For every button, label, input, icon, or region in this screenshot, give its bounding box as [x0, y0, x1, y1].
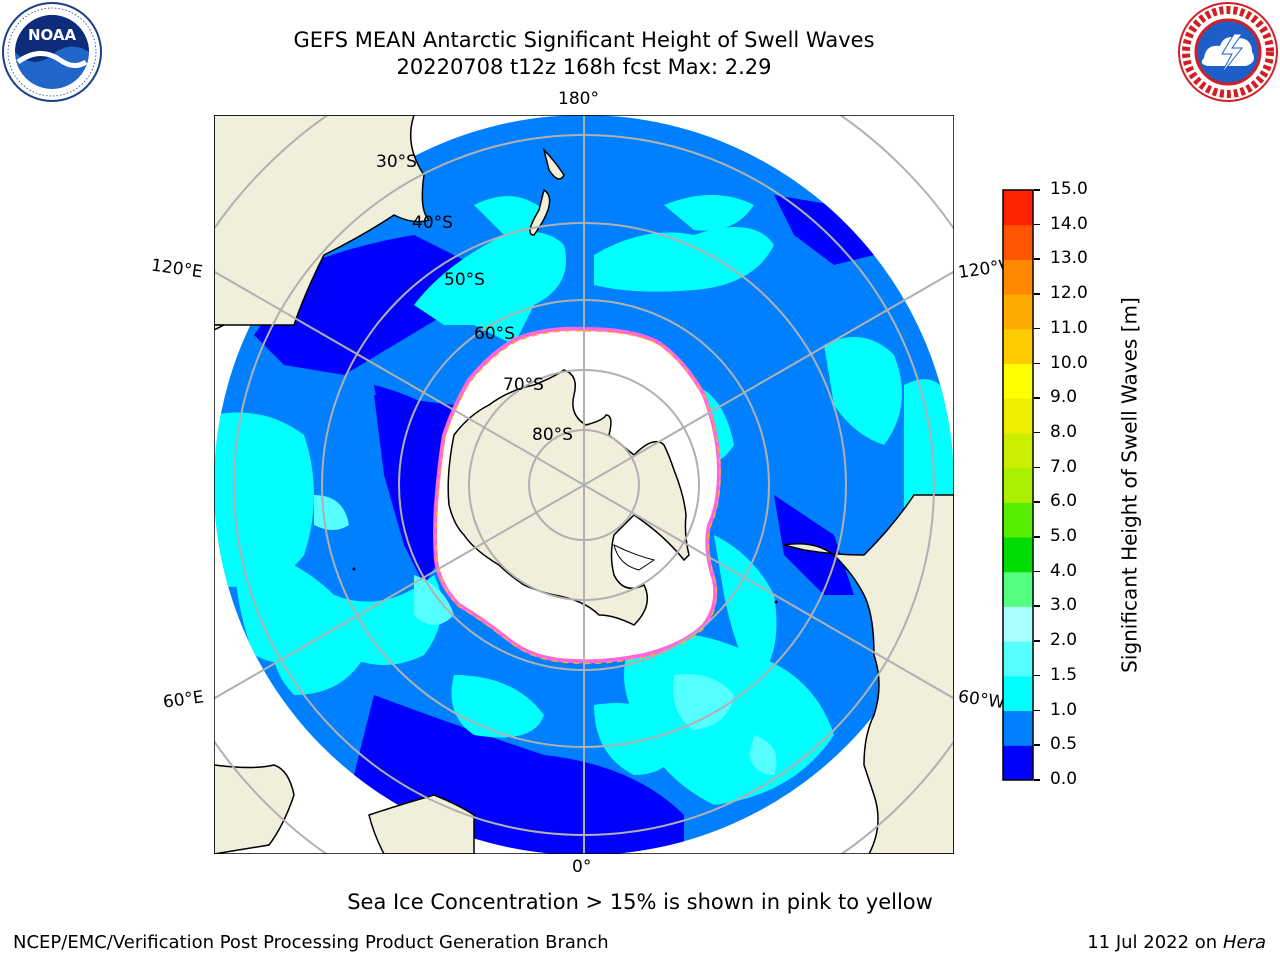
colorbar-band — [1003, 502, 1033, 538]
credit-text: NCEP/EMC/Verification Post Processing Pr… — [13, 932, 609, 953]
colorbar-tick-label: 15.0 — [1050, 179, 1088, 199]
colorbar-tick-mark — [1034, 362, 1040, 365]
colorbar-band — [1003, 398, 1033, 434]
colorbar-tick-mark — [1034, 431, 1040, 434]
colorbar-tick-mark — [1034, 779, 1040, 781]
lat-label-80s: 80°S — [532, 425, 573, 445]
colorbar-tick-mark — [1034, 466, 1040, 469]
colorbar-tick-mark — [1034, 536, 1040, 538]
noaa-logo: NOAA — [2, 2, 102, 102]
chart-subtitle: 20220708 t12z 168h fcst Max: 2.29 — [396, 55, 772, 79]
colorbar-tick-label: 10.0 — [1050, 352, 1088, 373]
colorbar-tick-mark — [1034, 709, 1040, 712]
colorbar-ticks: 0.0 0.5 1.0 1.5 2.0 3.0 4.0 5.0 6.0 7.0 8.0 9.0 10.0… — [1034, 179, 1104, 789]
lon-label-180: 180° — [558, 89, 599, 109]
colorbar-tick-mark — [1034, 570, 1040, 573]
colorbar-band — [1003, 641, 1033, 677]
colorbar-tick-mark — [1034, 501, 1040, 503]
colorbar-band — [1003, 537, 1033, 573]
lat-label-50s: 50°S — [444, 270, 485, 290]
colorbar-band — [1003, 294, 1033, 330]
colorbar-tick-label: 7.0 — [1050, 456, 1078, 477]
colorbar-tick-label: 5.0 — [1050, 526, 1078, 547]
colorbar-band — [1003, 571, 1033, 607]
antarctica-landmass — [447, 369, 690, 626]
colorbar-tick-label: 9.0 — [1050, 387, 1078, 408]
colorbar-band — [1003, 675, 1033, 712]
colorbar-band — [1003, 432, 1033, 469]
colorbar-tick-label: 8.0 — [1050, 421, 1078, 442]
colorbar-tick-label: 11.0 — [1050, 317, 1088, 338]
colorbar-tick-label: 1.5 — [1050, 664, 1078, 685]
colorbar — [1002, 189, 1034, 781]
colorbar-tick-label: 1.0 — [1050, 699, 1078, 720]
lat-label-70s: 70°S — [503, 375, 544, 395]
colorbar-band — [1003, 467, 1033, 503]
continents — [214, 115, 954, 854]
colorbar-tick-mark — [1034, 293, 1040, 295]
colorbar-tick-mark — [1034, 744, 1040, 746]
national-weather-service-logo — [1178, 2, 1278, 102]
noaa-logo-text: NOAA — [28, 26, 77, 44]
colorbar-band — [1003, 190, 1033, 226]
colorbar-tick-label: 3.0 — [1050, 595, 1078, 616]
colorbar-tick-mark — [1034, 674, 1040, 677]
chart-title: GEFS MEAN Antarctic Significant Height o… — [293, 28, 875, 52]
colorbar-band — [1003, 606, 1033, 642]
colorbar-tick-mark — [1034, 258, 1040, 260]
lat-label-40s: 40°S — [412, 213, 453, 233]
sea-ice-note: Sea Ice Concentration > 15% is shown in … — [347, 890, 933, 914]
colorbar-tick-mark — [1034, 605, 1040, 607]
colorbar-tick-mark — [1034, 223, 1040, 226]
run-date-text: 11 Jul 2022 on — [1087, 932, 1223, 953]
lon-label-0: 0° — [572, 857, 592, 877]
run-date: 11 Jul 2022 on Hera — [1087, 932, 1266, 953]
colorbar-tick-mark — [1034, 397, 1040, 399]
colorbar-tick-mark — [1034, 189, 1040, 191]
colorbar-band — [1003, 363, 1033, 399]
colorbar-band — [1003, 328, 1033, 365]
colorbar-tick-label: 2.0 — [1050, 630, 1078, 651]
colorbar-border — [1002, 189, 1034, 781]
colorbar-tick-label: 14.0 — [1050, 213, 1088, 234]
colorbar-band — [1003, 259, 1033, 295]
lon-label-120e: 120°E — [149, 255, 204, 283]
colorbar-tick-label: 0.5 — [1050, 734, 1078, 755]
lon-label-60w: 60°W — [956, 686, 1007, 714]
colorbar-band — [1003, 710, 1033, 746]
colorbar-tick-label: 6.0 — [1050, 491, 1078, 512]
lat-label-30s: 30°S — [376, 152, 417, 172]
colorbar-tick-label: 13.0 — [1050, 248, 1088, 269]
colorbar-tick-mark — [1034, 640, 1040, 642]
machine-name: Hera — [1222, 932, 1266, 953]
colorbar-tick-label: 12.0 — [1050, 283, 1088, 304]
polar-map — [214, 115, 954, 854]
lon-label-60e: 60°E — [161, 687, 206, 713]
colorbar-tick-label: 4.0 — [1050, 560, 1078, 581]
colorbar-band — [1003, 224, 1033, 260]
colorbar-tick-mark — [1034, 327, 1040, 330]
colorbar-band — [1003, 745, 1033, 781]
colorbar-tick-label: 0.0 — [1050, 769, 1078, 789]
graticule — [214, 115, 954, 854]
lat-label-60s: 60°S — [474, 324, 515, 344]
colorbar-title: Significant Height of Swell Waves [m] — [1117, 297, 1142, 673]
